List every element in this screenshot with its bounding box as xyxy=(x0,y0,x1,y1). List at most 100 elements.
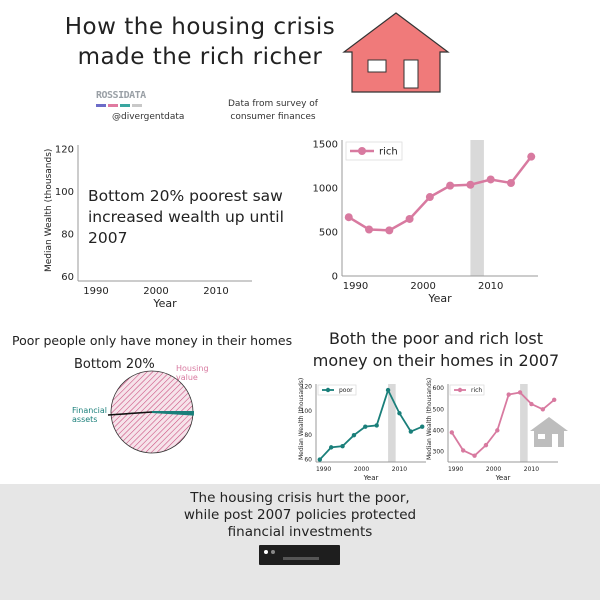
annotation-bottom-20: Bottom 20% poorest saw increased wealth … xyxy=(88,187,284,247)
data-point-rich xyxy=(552,397,557,403)
x-tick-label: 2000 xyxy=(486,466,501,473)
data-point-poor xyxy=(351,432,357,438)
data-point-rich xyxy=(466,180,475,189)
data-point-rich xyxy=(527,152,536,161)
series-line-rich xyxy=(451,391,555,457)
data-point-poor xyxy=(408,429,414,434)
data-point-poor xyxy=(374,423,379,428)
legend-box xyxy=(317,384,357,396)
x-tick-label: 1990 xyxy=(343,281,368,292)
y-tick-label: 1500 xyxy=(313,140,338,151)
y-tick-label: 600 xyxy=(433,385,445,392)
small-house-icon xyxy=(530,417,568,447)
footer-line-1: The housing crisis hurt the poor, xyxy=(190,490,410,506)
data-point-rich xyxy=(506,178,515,187)
logo-stripes xyxy=(96,104,142,107)
source-line-1: Data from survey of xyxy=(228,99,318,109)
pie-title: Bottom 20% xyxy=(74,357,155,372)
data-point-rich xyxy=(365,225,374,234)
pie-slice-financial xyxy=(151,411,195,416)
title-line-1: How the housing crisis xyxy=(64,14,336,40)
chart-top-right: 0 500 1000 1500 1990 2000 2010 Year rich xyxy=(313,140,538,305)
crisis-band xyxy=(470,140,484,276)
y-tick-label: 500 xyxy=(319,227,338,238)
x-tick-label: 1990 xyxy=(448,466,463,473)
chart-pie xyxy=(107,370,195,454)
data-point-poor xyxy=(317,457,322,462)
data-point-poor xyxy=(340,443,345,449)
video-player[interactable] xyxy=(259,545,340,565)
legend-label-rich: rich xyxy=(379,146,398,157)
footer-line-3: financial investments xyxy=(227,524,373,540)
legend-label-poor: poor xyxy=(339,387,353,394)
player-dot-icon xyxy=(271,550,275,554)
data-point-poor xyxy=(397,411,402,416)
series-line-poor xyxy=(319,387,423,461)
section-heading-right-line-2: money on their homes in 2007 xyxy=(312,351,560,370)
x-tick-label: 2010 xyxy=(524,466,539,473)
pie-label-financial: Financial assets xyxy=(72,406,108,424)
data-source: Data from survey of consumer finances xyxy=(218,98,328,124)
data-point-rich xyxy=(385,226,394,235)
page-title: How the housing crisis made the rich ric… xyxy=(60,12,340,72)
data-point-rich xyxy=(449,430,454,435)
section-heading-right: Both the poor and rich lost money on the… xyxy=(296,328,576,372)
y-tick-label: 60 xyxy=(304,457,312,464)
x-tick-label: 2000 xyxy=(143,286,168,297)
y-tick-label: 120 xyxy=(55,145,74,156)
data-point-rich xyxy=(517,390,523,395)
y-tick-label: 80 xyxy=(61,230,74,241)
section-heading-right-line-1: Both the poor and rich lost xyxy=(328,329,544,348)
section-heading-left: Poor people only have money in their hom… xyxy=(12,333,293,348)
chart-bottom-rich: 300 400 500 600 1990 2000 2010 Year rich xyxy=(433,384,558,482)
data-point-poor xyxy=(328,445,334,450)
legend-swatch-point xyxy=(325,387,331,393)
house-icon xyxy=(342,12,450,93)
data-point-poor xyxy=(385,387,391,393)
y-tick-label: 400 xyxy=(433,427,445,434)
chart-bottom-poor: 60 80 100 120 1990 2000 2010 Year poor xyxy=(301,383,426,482)
y-axis-title-top-left: Median Wealth (thousands) xyxy=(44,148,54,272)
pie-financial-pointer xyxy=(107,411,153,416)
pie-label-housing: Housing value xyxy=(176,364,209,382)
logo: ROSSIDATA xyxy=(96,90,146,101)
data-point-poor xyxy=(420,424,425,429)
footer-text: The housing crisis hurt the poor, while … xyxy=(150,490,450,541)
data-point-rich xyxy=(425,193,434,202)
data-point-rich xyxy=(486,175,495,184)
legend-swatch-point xyxy=(358,147,366,155)
x-axis-title: Year xyxy=(495,474,511,482)
data-point-rich xyxy=(405,214,414,223)
source-line-2: consumer finances xyxy=(230,112,316,122)
x-tick-label: 2010 xyxy=(478,281,503,292)
x-tick-label: 1990 xyxy=(83,286,108,297)
x-axis-title: Year xyxy=(152,297,177,310)
author-handle: @divergentdata xyxy=(112,112,185,122)
legend-swatch-point xyxy=(457,387,463,393)
player-progress-bar[interactable] xyxy=(283,557,319,560)
data-point-rich xyxy=(483,442,489,448)
x-tick-label: 2010 xyxy=(203,286,228,297)
data-point-rich xyxy=(344,213,353,222)
x-tick-label: 2000 xyxy=(354,466,369,473)
footer-line-2: while post 2007 policies protected xyxy=(183,507,417,523)
y-tick-label: 100 xyxy=(55,187,74,198)
data-point-rich xyxy=(540,407,546,412)
footer xyxy=(0,484,600,600)
data-point-rich xyxy=(460,448,466,453)
crisis-band xyxy=(388,384,396,462)
x-tick-label: 2010 xyxy=(392,466,407,473)
x-axis-title: Year xyxy=(363,474,379,482)
x-tick-label: 2000 xyxy=(410,281,435,292)
data-point-poor xyxy=(363,424,368,429)
y-tick-label: 80 xyxy=(304,432,312,439)
data-point-rich xyxy=(446,181,455,190)
legend-label-rich: rich xyxy=(471,387,482,394)
title-line-2: made the rich richer xyxy=(77,44,323,70)
data-point-rich xyxy=(506,392,511,397)
player-dot-icon xyxy=(264,550,268,554)
x-tick-label: 1990 xyxy=(316,466,331,473)
y-tick-label: 500 xyxy=(433,406,445,413)
y-axis-title-bottom-poor: Median Wealth (thousands) xyxy=(298,377,305,460)
data-point-rich xyxy=(472,453,477,458)
